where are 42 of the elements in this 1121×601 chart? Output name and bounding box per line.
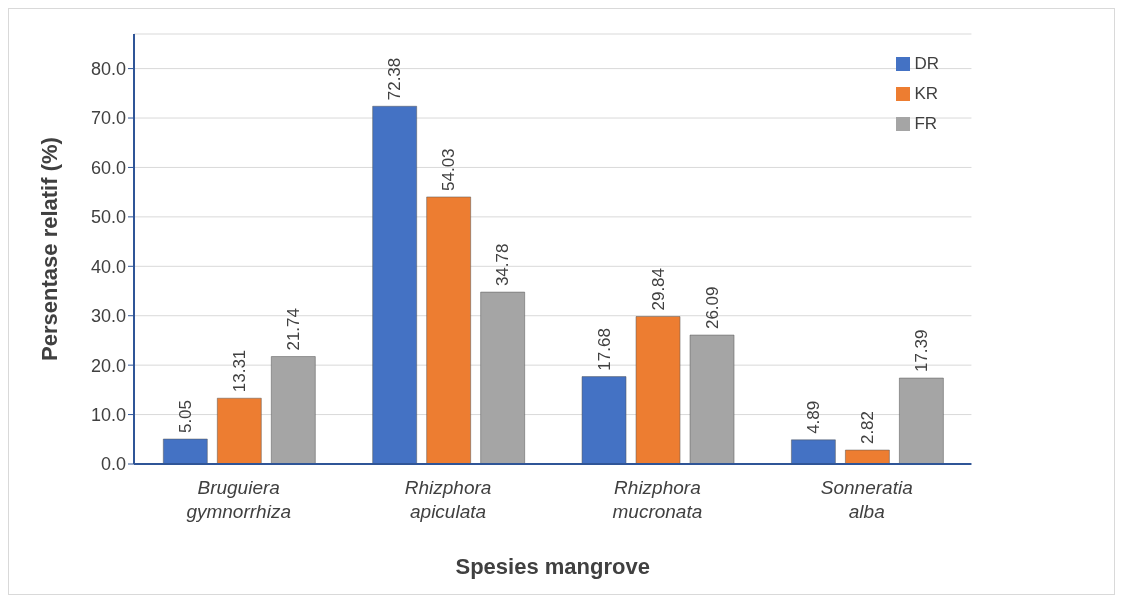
y-tick-label: 30.0 — [90, 306, 126, 327]
data-label: 13.31 — [229, 349, 249, 393]
y-axis-title: Persentase relatif (%) — [36, 137, 62, 361]
y-tick-label: 70.0 — [90, 108, 126, 129]
legend-label: KR — [914, 83, 939, 105]
bar — [163, 438, 208, 464]
bar — [217, 397, 262, 464]
bar — [271, 356, 316, 464]
y-tick-label: 40.0 — [90, 256, 126, 277]
data-label: 17.39 — [911, 329, 931, 373]
y-tick-label: 0.0 — [100, 454, 126, 475]
data-label: 2.82 — [857, 410, 877, 445]
legend-label: FR — [914, 113, 938, 135]
bar — [480, 291, 525, 464]
data-label: 29.84 — [648, 267, 668, 311]
y-tick-label: 60.0 — [90, 157, 126, 178]
bar — [845, 449, 890, 464]
x-axis-title: Spesies mangrove — [455, 554, 650, 579]
data-label: 21.74 — [283, 308, 303, 351]
y-tick-label: 50.0 — [90, 207, 126, 228]
bar — [791, 439, 836, 464]
legend-label: DR — [914, 53, 939, 75]
bar — [635, 316, 681, 464]
bar — [899, 377, 944, 464]
data-label: 17.68 — [594, 328, 614, 371]
x-tick-label: Rhizphora mucronata — [612, 477, 703, 522]
bar — [581, 376, 627, 464]
data-label: 5.05 — [175, 399, 195, 434]
x-tick-label: Bruguiera gymnorrhiza — [186, 477, 291, 522]
bar — [426, 196, 471, 464]
x-tick-label: Sonneratia alba — [820, 477, 913, 522]
data-label: 26.09 — [702, 286, 722, 330]
data-label: 34.78 — [493, 243, 513, 287]
data-label: 72.38 — [385, 57, 405, 101]
y-tick-label: 20.0 — [90, 355, 126, 376]
bar — [372, 106, 417, 464]
y-tick-label: 10.0 — [90, 404, 126, 425]
data-label: 54.03 — [439, 148, 459, 191]
data-label: 4.89 — [803, 400, 823, 434]
bar — [689, 334, 735, 464]
y-tick-label: 80.0 — [90, 58, 126, 79]
x-tick-label: Rhizphora apiculata — [404, 477, 492, 522]
